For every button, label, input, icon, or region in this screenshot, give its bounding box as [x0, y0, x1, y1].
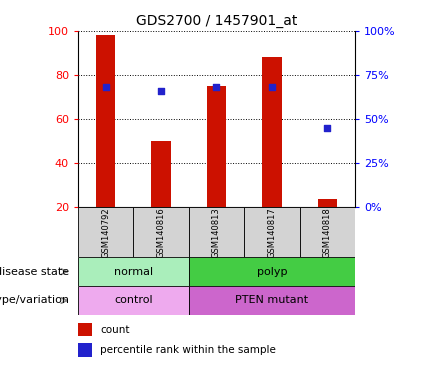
Bar: [152, 141, 171, 207]
Bar: [189, 207, 244, 257]
Bar: [244, 207, 300, 257]
Text: PTEN mutant: PTEN mutant: [236, 295, 308, 306]
Text: genotype/variation: genotype/variation: [0, 295, 69, 306]
Bar: [78, 323, 92, 336]
Bar: [78, 257, 189, 286]
Text: percentile rank within the sample: percentile rank within the sample: [100, 345, 276, 355]
Point: [102, 84, 109, 90]
Text: GSM140817: GSM140817: [268, 207, 276, 258]
Text: GSM140816: GSM140816: [157, 207, 165, 258]
Bar: [78, 286, 189, 315]
Text: GSM140813: GSM140813: [212, 207, 221, 258]
Text: polyp: polyp: [257, 266, 287, 277]
Bar: [96, 35, 115, 207]
Bar: [189, 286, 355, 315]
Bar: [300, 207, 355, 257]
Bar: [78, 207, 133, 257]
Bar: [318, 199, 337, 207]
Text: GSM140818: GSM140818: [323, 207, 332, 258]
Text: GSM140792: GSM140792: [101, 207, 110, 258]
Text: disease state: disease state: [0, 266, 69, 277]
Bar: [207, 86, 226, 207]
Point: [268, 84, 275, 90]
Text: count: count: [100, 325, 129, 335]
Bar: [133, 207, 189, 257]
Point: [213, 84, 220, 90]
Bar: [262, 57, 281, 207]
Title: GDS2700 / 1457901_at: GDS2700 / 1457901_at: [136, 14, 297, 28]
Text: control: control: [114, 295, 153, 306]
Point: [158, 88, 165, 94]
Point: [324, 125, 331, 131]
Bar: [189, 257, 355, 286]
Text: normal: normal: [114, 266, 153, 277]
Bar: [78, 343, 92, 357]
